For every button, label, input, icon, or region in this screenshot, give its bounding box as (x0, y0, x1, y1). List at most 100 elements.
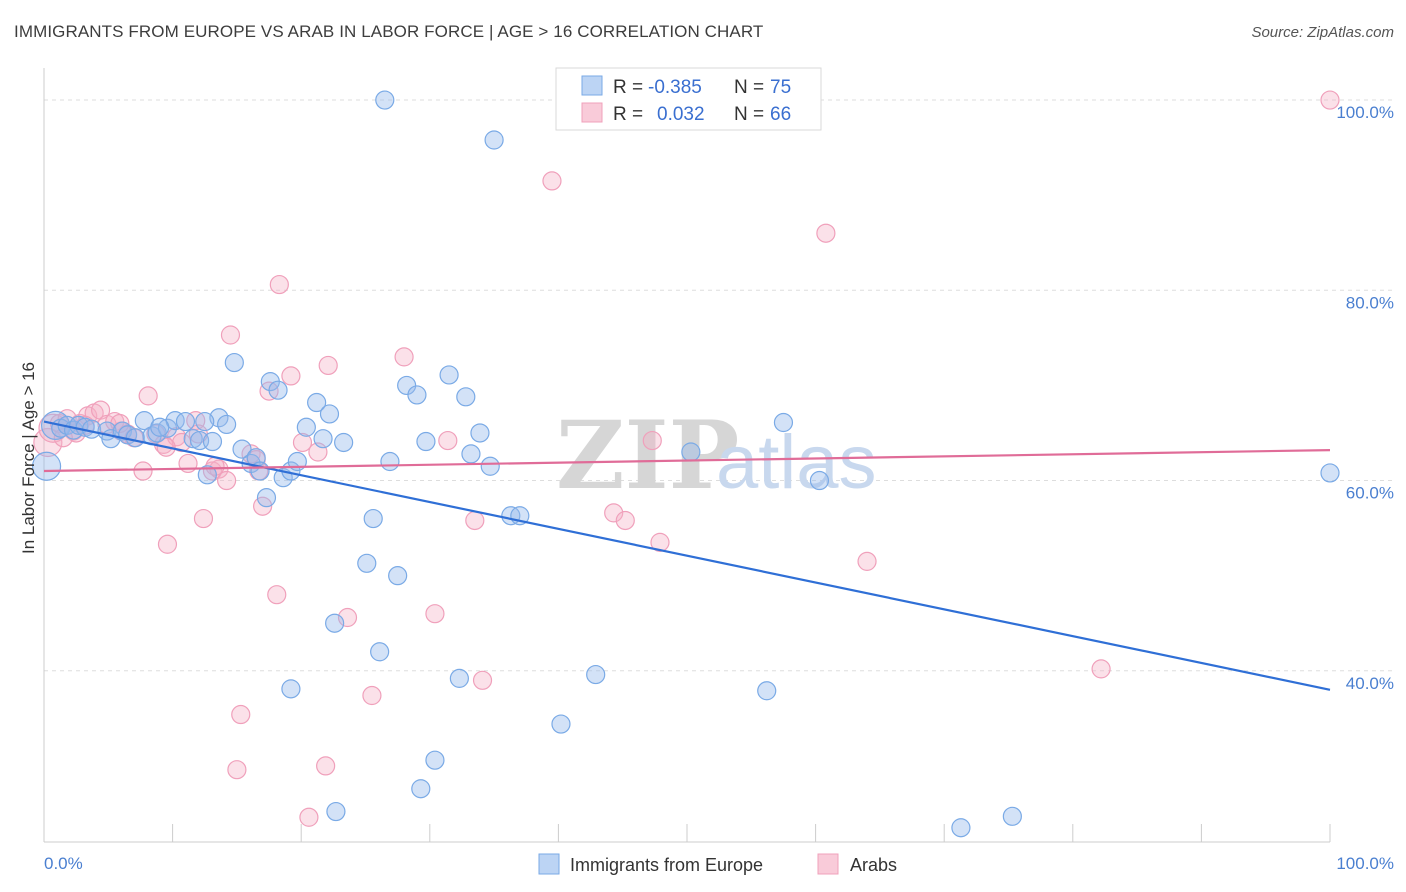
europe-point-36 (296, 417, 316, 437)
europe-point-46 (388, 566, 408, 586)
europe-point-73 (195, 411, 215, 432)
europe-point-50 (425, 750, 445, 770)
y-tick-labels: 40.0% 60.0% 80.0% 100.0% (1336, 103, 1394, 693)
europe-trend-line (43, 420, 1331, 691)
europe-point-41 (357, 553, 377, 573)
arabs-point-50 (604, 503, 624, 523)
europe-point-30 (256, 488, 277, 508)
europe-point-40 (334, 432, 354, 453)
arabs-point-55 (857, 551, 877, 571)
europe-point-56 (480, 456, 500, 476)
arabs-point-23 (193, 508, 214, 529)
arabs-point-8 (90, 400, 111, 420)
legend-r-label-europe: R = (613, 77, 643, 98)
legend-r-value-europe: -0.385 (648, 77, 702, 98)
europe-point-57 (484, 130, 504, 150)
europe-point-61 (586, 664, 606, 685)
x-tick-label-min: 0.0% (44, 854, 83, 873)
europe-point-63 (757, 681, 777, 701)
legend-n-value-europe: 75 (770, 77, 791, 98)
europe-point-70 (325, 613, 345, 633)
europe-point-66 (951, 818, 971, 838)
europe-point-74 (150, 417, 170, 437)
legend: R = -0.385 N = 75 R = 0.032 N = 66 (555, 67, 822, 131)
legend-n-label-arabs: N = (734, 104, 764, 125)
y-tick-label-60: 60.0% (1346, 484, 1394, 503)
arabs-point-18 (157, 534, 178, 554)
europe-point-16 (157, 418, 178, 438)
chart-source: Source: ZipAtlas.com (1251, 24, 1394, 41)
arabs-point-34 (267, 585, 287, 605)
arabs-point-45 (425, 604, 445, 624)
europe-point-37 (307, 392, 327, 413)
arabs-point-27 (220, 325, 241, 345)
arabs-point-40 (316, 756, 336, 776)
europe-point-12 (125, 428, 145, 448)
arabs-point-54 (816, 223, 836, 243)
x-tick-label-max: 100.0% (1336, 854, 1394, 873)
axes (43, 68, 1331, 843)
europe-point-48 (407, 385, 427, 405)
europe-point-49 (416, 431, 436, 452)
chart-title: IMMIGRANTS FROM EUROPE VS ARAB IN LABOR … (14, 22, 764, 41)
europe-point-69 (326, 801, 346, 822)
europe-point-51 (439, 365, 459, 385)
europe-point-52 (449, 668, 469, 688)
arabs-point-44 (394, 347, 414, 367)
europe-point-71 (281, 679, 301, 699)
legend-swatch-arabs (581, 102, 603, 123)
watermark-zip: ZIP (556, 401, 739, 511)
europe-point-44 (375, 90, 395, 110)
europe-point-38 (313, 429, 333, 449)
arabs-point-41 (318, 355, 338, 376)
europe-point-53 (456, 387, 476, 407)
legend-r-label-arabs: R = (613, 104, 643, 125)
europe-point-24 (217, 414, 237, 435)
arabs-point-46 (438, 430, 458, 451)
y-tick-label-40: 40.0% (1346, 674, 1394, 693)
europe-point-18 (175, 411, 196, 432)
europe-point-0 (31, 451, 62, 481)
y-axis-title: In Labor Force | Age > 16 (19, 362, 38, 554)
arabs-point-3 (57, 409, 77, 429)
bottom-legend-label-arabs: Arabs (850, 855, 897, 875)
europe-point-22 (202, 431, 223, 452)
legend-n-label-europe: N = (734, 77, 764, 98)
europe-point-68 (1320, 463, 1340, 483)
arabs-point-26 (217, 470, 237, 491)
arabs-point-43 (362, 685, 382, 706)
watermark-atlas: atlas (716, 420, 877, 505)
arabs-point-36 (281, 366, 301, 386)
arabs-point-57 (1320, 90, 1340, 110)
y-tick-label-100: 100.0% (1336, 103, 1394, 122)
europe-point-65 (809, 470, 830, 491)
legend-swatch-europe (581, 75, 603, 96)
bottom-legend-label-europe: Immigrants from Europe (570, 855, 763, 875)
europe-point-43 (370, 642, 390, 662)
europe-point-64 (773, 412, 794, 433)
arabs-point-38 (299, 807, 319, 827)
trend-lines (43, 420, 1331, 691)
europe-point-21 (197, 465, 217, 485)
europe-point-54 (461, 444, 481, 464)
europe-point-23 (209, 408, 229, 428)
europe-point-72 (411, 779, 431, 799)
arabs-point-35 (269, 274, 289, 295)
arabs-point-15 (138, 386, 158, 406)
watermark: ZIP atlas (556, 401, 877, 511)
bottom-legend: Immigrants from Europe Arabs (538, 853, 897, 875)
europe-point-25 (224, 352, 244, 373)
bottom-legend-swatch-europe (538, 853, 560, 875)
arabs-point-28 (231, 704, 251, 725)
legend-n-value-arabs: 66 (770, 104, 791, 125)
bottom-legend-swatch-arabs (817, 853, 839, 875)
europe-point-62 (681, 442, 701, 462)
arabs-point-29 (227, 760, 247, 780)
europe-point-45 (380, 451, 400, 472)
legend-r-value-arabs: 0.032 (657, 104, 705, 125)
arabs-trend-line (43, 448, 1331, 473)
arabs-point-52 (642, 430, 662, 451)
x-tick-labels: 0.0% 100.0% (44, 854, 1394, 873)
europe-point-39 (319, 404, 340, 424)
arabs-point-37 (292, 432, 313, 453)
